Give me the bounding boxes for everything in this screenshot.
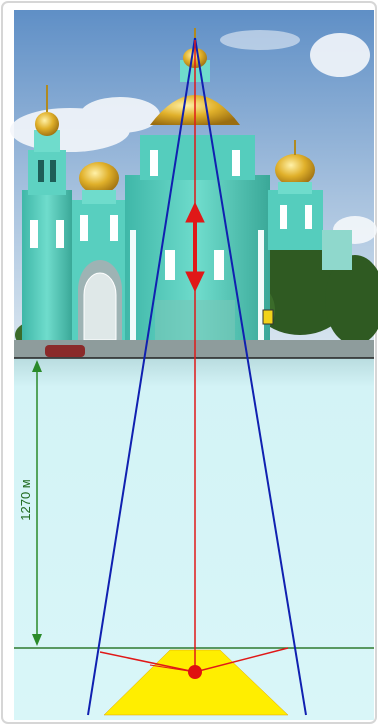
- distance-arrow: [32, 360, 42, 646]
- right-wing: [268, 140, 352, 270]
- traffic-sign: [262, 309, 274, 325]
- sight-line-right: [194, 37, 307, 716]
- field-of-view: [103, 649, 289, 716]
- car: [45, 345, 85, 357]
- cathedral-photo: [10, 10, 378, 358]
- left-bell-tower: [22, 85, 72, 340]
- main-church: [125, 28, 270, 345]
- street: [14, 340, 374, 358]
- observer-point: [188, 665, 202, 679]
- sight-line-left: [87, 37, 196, 716]
- left-wing: [72, 162, 127, 341]
- height-arrow: [185, 201, 205, 293]
- view-ray-center-left: [149, 664, 196, 673]
- distance-label: 1270 м: [18, 479, 33, 521]
